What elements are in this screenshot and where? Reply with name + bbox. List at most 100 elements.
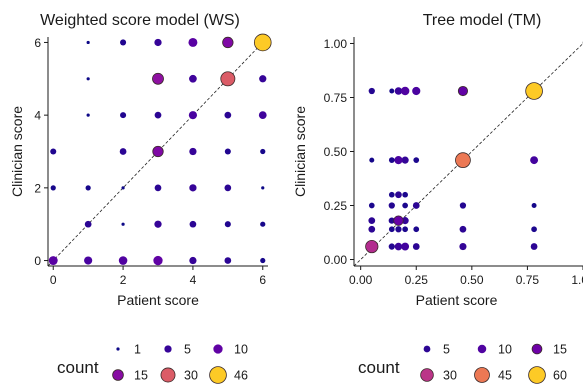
ws-data-point [253, 33, 272, 52]
tm-data-point [388, 157, 395, 163]
ws-data-point [152, 72, 164, 85]
ws-data-point [224, 148, 231, 155]
ws-data-point [224, 111, 232, 119]
tm-data-point [402, 202, 408, 209]
tm-data-point [525, 82, 543, 100]
ws-data-point [84, 256, 93, 265]
tm-legend-label: 10 [498, 343, 512, 357]
ws-data-point [50, 148, 57, 155]
tm-data-point [394, 87, 403, 95]
tm-x-tick-label: 1.00 [571, 273, 583, 287]
tm-data-point [395, 226, 402, 233]
tm-data-point [389, 88, 395, 94]
ws-data-point [261, 186, 265, 190]
ws-data-point [189, 147, 197, 156]
tm-legend-key [420, 368, 434, 382]
ws-data-point [152, 145, 164, 158]
ws-x-tick-label: 6 [259, 273, 266, 287]
tm-x-tick-label: 0.00 [349, 273, 373, 287]
ws-legend-key [160, 367, 176, 383]
ws-data-point [224, 257, 232, 264]
tm-legend-key [477, 344, 487, 354]
ws-data-point [222, 36, 234, 49]
tm-data-point [459, 202, 467, 209]
ws-legend-key [116, 347, 120, 351]
tm-data-point [368, 217, 376, 225]
tm-x-tick-label: 0.50 [460, 273, 484, 287]
ws-data-point [86, 77, 90, 81]
tm-legend-key [423, 345, 431, 353]
tm-data-point [388, 226, 395, 233]
tm-data-point [394, 156, 403, 165]
ws-data-point [154, 111, 162, 119]
ws-data-point [84, 220, 92, 228]
tm-data-point [413, 226, 420, 233]
tm-chart-panel: Tree model (TM) 0.00 0.25 0.50 0.75 1.00 0.00 0… [292, 12, 583, 384]
tm-data-point [457, 85, 469, 97]
tm-legend-label: 15 [553, 343, 567, 357]
tm-y-tick-label: 0.75 [324, 91, 348, 105]
ws-data-point [121, 186, 125, 190]
ws-data-point [86, 113, 90, 117]
tm-identity-reference-line [353, 43, 583, 267]
ws-y-axis-title: Clinician score [9, 106, 25, 197]
tm-data-point [388, 202, 395, 209]
ws-data-point [118, 256, 128, 265]
tm-data-point [412, 202, 420, 209]
ws-data-point [220, 71, 236, 87]
tm-data-point [401, 217, 409, 225]
tm-legend-label: 5 [443, 343, 450, 357]
ws-data-point [259, 75, 267, 83]
tm-y-tick-label: 0.50 [324, 145, 348, 159]
tm-data-point [401, 242, 410, 251]
tm-legend-label: 45 [498, 369, 512, 383]
tm-data-point [412, 86, 421, 96]
tm-data-point [401, 156, 409, 164]
ws-data-point [188, 111, 198, 120]
tm-x-tick-label: 0.75 [516, 273, 540, 287]
ws-legend-key [164, 345, 172, 353]
tm-data-point [412, 243, 420, 250]
tm-data-point [393, 215, 404, 226]
tm-data-point [388, 191, 395, 198]
ws-y-tick-label: 6 [34, 36, 41, 50]
ws-x-tick-label: 2 [120, 273, 127, 287]
tm-y-tick-label: 1.00 [324, 37, 348, 51]
ws-legend-label: 30 [184, 369, 198, 383]
tm-data-point [368, 87, 375, 95]
ws-data-point [260, 221, 266, 227]
ws-data-point [119, 148, 127, 155]
tm-data-point [402, 226, 408, 233]
ws-legend-title: count [57, 358, 99, 377]
ws-data-point [260, 148, 266, 155]
ws-chart-panel: Weighted score model (WS)0 2 4 60246Patient… [9, 12, 272, 384]
ws-data-point [224, 184, 232, 192]
tm-y-tick-label: 0.25 [324, 199, 348, 213]
tm-data-point [395, 191, 402, 199]
ws-data-point [120, 112, 127, 119]
tm-x-tick-label: 0.25 [405, 273, 429, 287]
tm-data-point [365, 239, 379, 254]
ws-data-point [50, 185, 56, 191]
tm-x-axis-title: Patient score [416, 292, 498, 308]
ws-data-point [153, 255, 163, 266]
tm-data-point [394, 242, 403, 251]
tm-data-point [388, 243, 395, 250]
tm-chart-title: Tree model (TM) [423, 12, 542, 29]
ws-y-tick-label: 2 [34, 181, 41, 195]
ws-data-point [260, 257, 266, 264]
tm-data-point [369, 157, 375, 163]
tm-legend-title: count [358, 358, 400, 377]
ws-data-point [48, 256, 58, 266]
ws-data-point [154, 220, 162, 228]
tm-y-axis-title: Clinician score [292, 106, 308, 197]
ws-data-point [189, 256, 197, 265]
ws-data-point [188, 37, 198, 47]
ws-data-point [85, 185, 91, 191]
tm-data-point [459, 242, 467, 251]
ws-data-point [121, 222, 125, 226]
ws-data-point [258, 111, 267, 120]
ws-data-point [189, 220, 197, 228]
ws-data-point [154, 184, 162, 192]
tm-y-tick-label: 0.00 [324, 253, 348, 267]
